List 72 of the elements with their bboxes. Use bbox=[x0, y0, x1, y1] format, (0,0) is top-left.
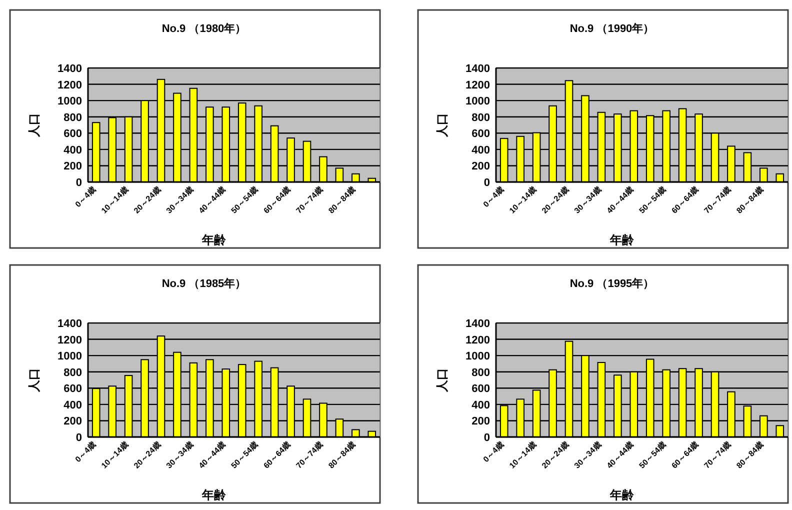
x-tick-label: 20～24歳 bbox=[540, 185, 570, 216]
y-tick-label: 1200 bbox=[58, 79, 82, 92]
x-tick-label: 10～14歳 bbox=[508, 440, 538, 470]
y-tick-label: 600 bbox=[472, 128, 490, 140]
y-tick-label: 1400 bbox=[466, 63, 490, 75]
y-tick-label: 800 bbox=[472, 366, 490, 379]
x-tick-label: 60～64歳 bbox=[670, 185, 700, 216]
y-axis-title: 人口 bbox=[435, 113, 449, 138]
x-tick-label: 70～74歳 bbox=[702, 440, 733, 470]
y-tick-label: 800 bbox=[472, 112, 490, 124]
y-tick-label: 1400 bbox=[58, 63, 82, 75]
chart-title: No.9 （1985年） bbox=[162, 277, 246, 290]
x-tick-label: 30～34歳 bbox=[164, 440, 195, 470]
y-tick-label: 200 bbox=[472, 416, 490, 428]
y-tick-label: 1000 bbox=[466, 96, 490, 108]
y-tick-label: 600 bbox=[472, 383, 490, 396]
y-tick-label: 200 bbox=[472, 160, 490, 173]
x-tick-label: 40～44歳 bbox=[605, 440, 636, 470]
x-tick-label: 40～44歳 bbox=[197, 440, 228, 470]
x-tick-label: 60～64歳 bbox=[262, 440, 292, 470]
x-tick-label: 20～24歳 bbox=[132, 185, 162, 216]
x-tick-label: 30～34歳 bbox=[164, 185, 195, 216]
y-tick-label: 1000 bbox=[466, 350, 490, 363]
x-tick-label: 20～24歳 bbox=[132, 440, 162, 470]
x-tick-label: 80～84歳 bbox=[734, 185, 766, 216]
x-tick-label: 60～64歳 bbox=[262, 185, 292, 216]
x-tick-label: 70～74歳 bbox=[294, 185, 325, 216]
y-tick-label: 400 bbox=[472, 144, 490, 156]
x-tick-label: 50～54歳 bbox=[229, 185, 260, 216]
y-tick-label: 600 bbox=[64, 383, 82, 396]
x-axis-title: 年齢 bbox=[609, 488, 635, 502]
y-tick-label: 1200 bbox=[466, 334, 490, 346]
y-axis-title: 人口 bbox=[435, 368, 449, 393]
y-tick-label: 200 bbox=[64, 416, 82, 428]
y-tick-label: 200 bbox=[64, 160, 82, 173]
y-tick-label: 1200 bbox=[466, 79, 490, 92]
x-axis-title: 年齢 bbox=[201, 488, 227, 502]
x-tick-label: 40～44歳 bbox=[605, 185, 636, 216]
y-tick-label: 400 bbox=[64, 399, 82, 412]
x-tick-label: 30～34歳 bbox=[572, 440, 603, 470]
chart-title: No.9 （1980年） bbox=[162, 22, 246, 35]
x-tick-label: 10～14歳 bbox=[508, 185, 538, 216]
y-tick-label: 800 bbox=[64, 366, 82, 379]
x-tick-label: 50～54歳 bbox=[637, 440, 668, 470]
chart-title: No.9 （1990年） bbox=[570, 22, 654, 35]
y-tick-label: 1000 bbox=[58, 96, 82, 108]
x-axis-title: 年齢 bbox=[609, 233, 635, 247]
chart-title: No.9 （1995年） bbox=[570, 277, 654, 290]
y-tick-label: 1400 bbox=[58, 318, 82, 330]
x-axis-title: 年齢 bbox=[201, 233, 227, 247]
x-tick-label: 60～64歳 bbox=[670, 440, 700, 470]
x-tick-label: 50～54歳 bbox=[637, 185, 668, 216]
y-tick-label: 1200 bbox=[58, 334, 82, 346]
x-tick-label: 80～84歳 bbox=[326, 440, 358, 470]
x-tick-label: 70～74歳 bbox=[294, 440, 325, 470]
x-tick-label: 50～54歳 bbox=[229, 440, 260, 470]
y-tick-label: 1000 bbox=[58, 350, 82, 363]
y-tick-label: 800 bbox=[64, 112, 82, 124]
y-tick-label: 400 bbox=[64, 144, 82, 156]
x-tick-label: 30～34歳 bbox=[572, 185, 603, 216]
x-tick-label: 70～74歳 bbox=[702, 185, 733, 216]
x-tick-label: 20～24歳 bbox=[540, 440, 570, 470]
y-tick-label: 600 bbox=[64, 128, 82, 140]
y-axis-title: 人口 bbox=[27, 368, 41, 393]
y-tick-label: 400 bbox=[472, 399, 490, 412]
x-tick-label: 10～14歳 bbox=[100, 440, 130, 470]
y-tick-label: 1400 bbox=[466, 318, 490, 330]
y-axis-title: 人口 bbox=[27, 113, 41, 138]
x-tick-label: 10～14歳 bbox=[100, 185, 130, 216]
x-tick-label: 80～84歳 bbox=[326, 185, 358, 216]
x-tick-label: 40～44歳 bbox=[197, 185, 228, 216]
x-tick-label: 80～84歳 bbox=[734, 440, 766, 470]
